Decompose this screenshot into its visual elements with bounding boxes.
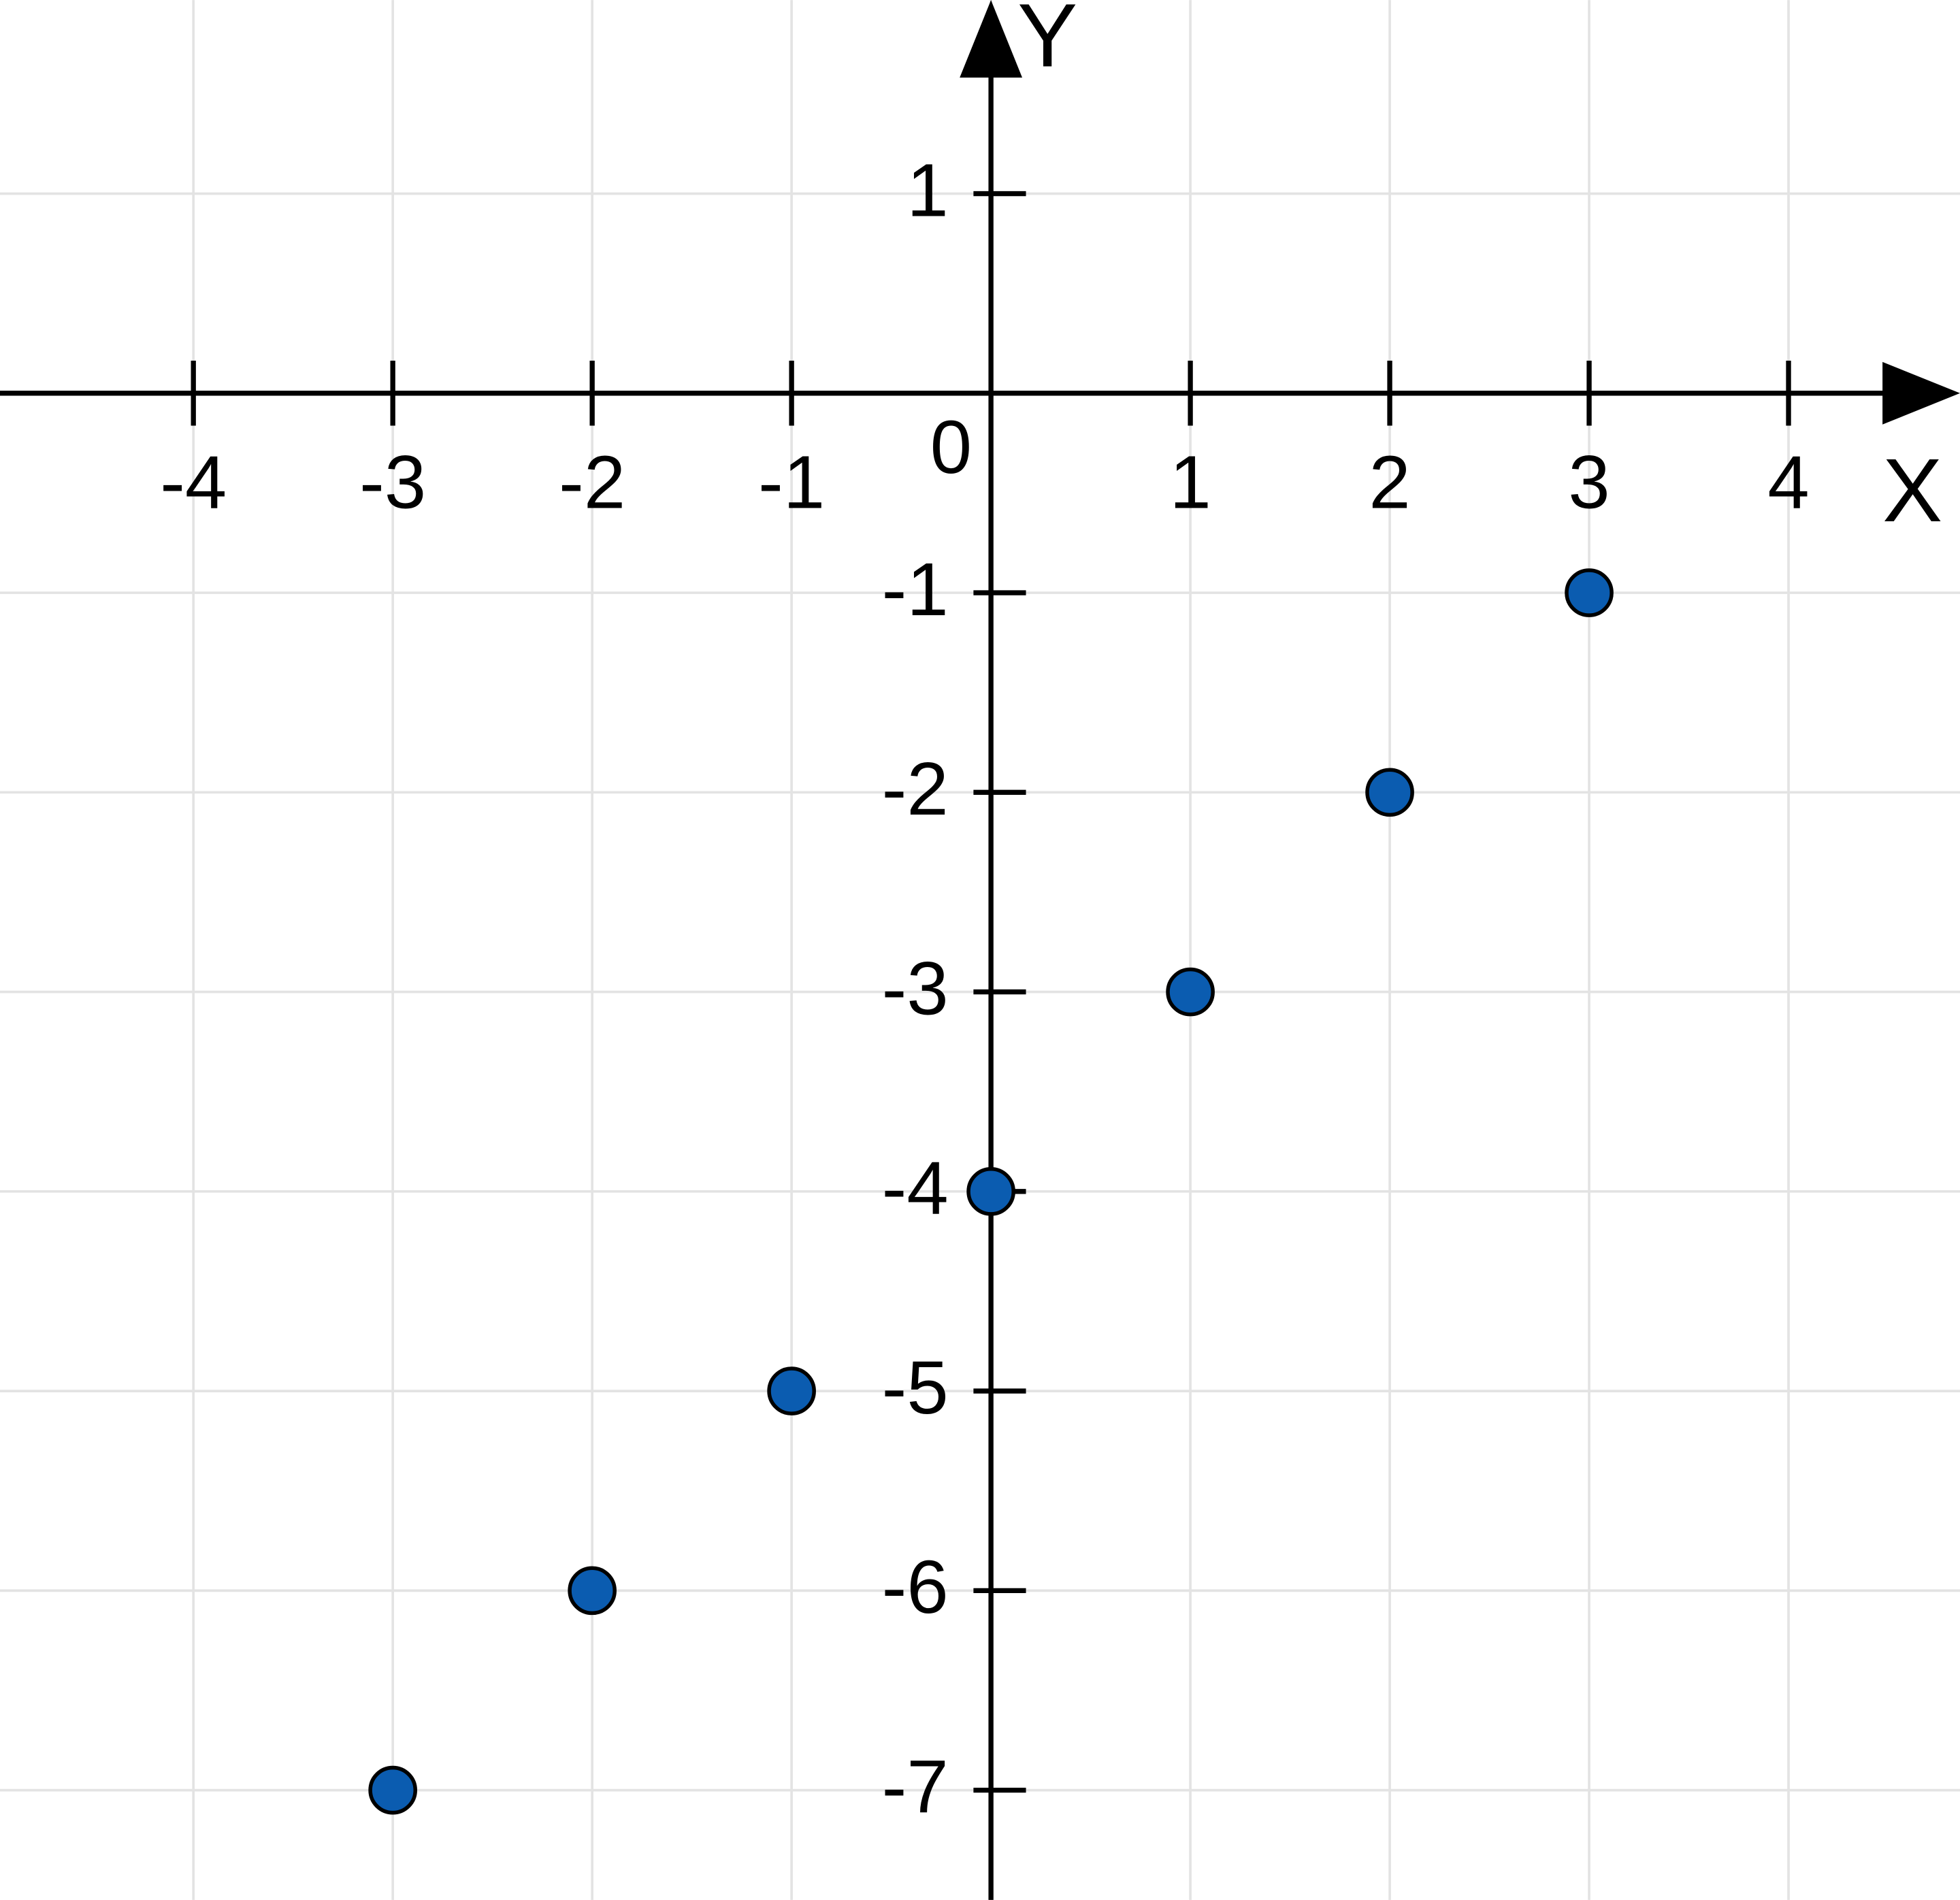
y-tick-label: -3 xyxy=(882,947,949,1030)
x-tick-label: 4 xyxy=(1767,441,1809,525)
point xyxy=(1565,568,1614,617)
points xyxy=(368,568,1614,1815)
y-tick-label: -4 xyxy=(882,1147,949,1230)
x-tick-label: 1 xyxy=(1169,441,1211,525)
x-tick-label: 3 xyxy=(1568,441,1610,525)
point xyxy=(1166,967,1215,1017)
point xyxy=(568,1566,617,1616)
labels: X Y xyxy=(1017,0,1942,541)
y-tick-label: -1 xyxy=(882,548,949,632)
point xyxy=(1365,768,1414,817)
y-tick-label: -7 xyxy=(882,1745,949,1829)
y-axis-label: Y xyxy=(1017,0,1077,86)
point xyxy=(966,1167,1015,1216)
y-tick-label: -2 xyxy=(882,747,949,831)
x-axis-label: X xyxy=(1882,440,1942,541)
point xyxy=(368,1765,417,1815)
x-tick-label: 2 xyxy=(1369,441,1410,525)
x-tick-label: -3 xyxy=(359,441,426,525)
x-tick-label: -2 xyxy=(559,441,625,525)
x-arrow xyxy=(1882,361,1960,425)
y-tick-label: -6 xyxy=(882,1545,949,1629)
origin-label: 0 xyxy=(930,406,972,489)
x-tick-label: -4 xyxy=(160,441,227,525)
point xyxy=(767,1366,816,1415)
y-tick-label: 1 xyxy=(906,148,948,232)
y-arrow xyxy=(960,0,1023,78)
y-tick-label: -5 xyxy=(882,1346,949,1430)
x-tick-label: -1 xyxy=(758,441,825,525)
